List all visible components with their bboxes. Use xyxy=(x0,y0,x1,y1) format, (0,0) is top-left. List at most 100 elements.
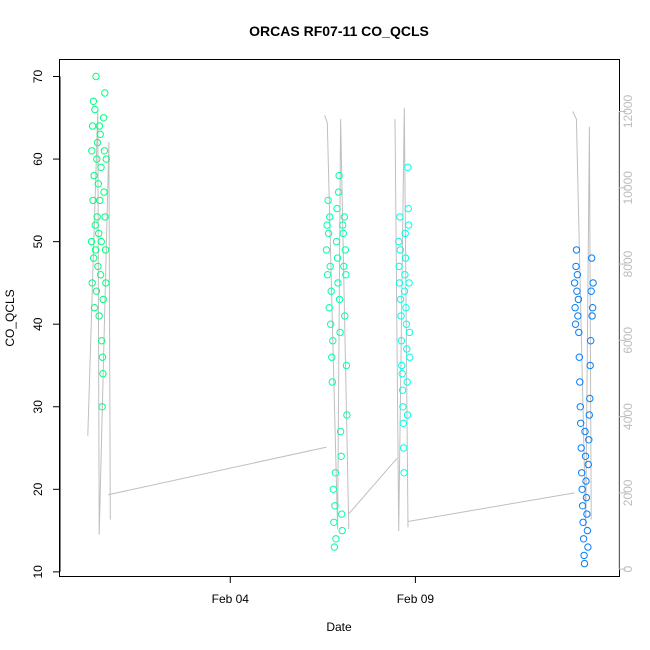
data-point xyxy=(336,328,344,337)
data-point xyxy=(587,287,595,295)
data-point xyxy=(341,246,349,254)
data-point xyxy=(579,535,588,543)
x-tick-label: Feb 04 xyxy=(212,592,250,606)
data-point xyxy=(96,130,104,139)
data-point xyxy=(576,403,584,411)
data-point xyxy=(332,535,340,543)
x-axis-label: Date xyxy=(326,620,352,634)
data-point xyxy=(88,122,97,130)
data-point xyxy=(582,493,591,502)
y2-tick-label: 12000 xyxy=(621,94,635,128)
data-point xyxy=(406,353,414,361)
data-point xyxy=(331,469,340,477)
data-point xyxy=(402,320,411,328)
data-point xyxy=(582,477,590,485)
data-point xyxy=(573,287,581,295)
y-tick-label: 40 xyxy=(31,317,45,331)
y2-tick-label: 4000 xyxy=(621,403,635,430)
secondary-y-axis: 0 2000 4000 6000 8000 10000 12000 xyxy=(618,94,635,572)
data-point xyxy=(584,543,592,551)
data-point xyxy=(572,246,581,254)
data-point xyxy=(586,361,594,370)
data-point xyxy=(96,271,105,279)
data-point xyxy=(584,460,592,469)
data-point xyxy=(339,229,347,238)
y-axis-label: CO_QCLS xyxy=(3,289,17,346)
data-point xyxy=(577,444,585,452)
data-point xyxy=(87,237,96,246)
data-point xyxy=(588,312,596,320)
data-point xyxy=(581,452,590,460)
y2-tick-label: 8000 xyxy=(621,250,635,277)
data-point xyxy=(325,304,333,312)
data-point xyxy=(96,196,104,205)
data-point xyxy=(342,361,351,370)
data-point xyxy=(338,510,346,518)
secondary-trace-connector xyxy=(108,446,327,496)
data-point xyxy=(95,229,103,238)
data-point xyxy=(98,403,106,411)
data-point xyxy=(323,271,332,279)
data-point xyxy=(330,543,339,551)
data-point xyxy=(575,353,583,361)
data-point xyxy=(398,386,407,394)
data-point xyxy=(403,411,412,419)
data-point xyxy=(329,485,337,493)
data-point xyxy=(587,337,595,345)
x-axis: Feb 04 Feb 09 xyxy=(212,576,435,606)
data-point xyxy=(90,254,98,262)
data-point xyxy=(335,295,344,304)
data-point xyxy=(340,262,348,271)
data-point xyxy=(404,163,412,172)
data-point xyxy=(327,320,335,328)
data-point xyxy=(332,237,341,246)
data-point xyxy=(88,279,96,287)
data-point xyxy=(580,551,588,560)
secondary-trace-segment xyxy=(87,111,111,535)
data-point xyxy=(102,279,110,287)
y2-tick-label: 0 xyxy=(621,565,635,572)
data-point xyxy=(326,213,334,221)
data-point xyxy=(102,155,111,163)
data-point xyxy=(405,221,413,229)
data-point xyxy=(401,254,410,262)
data-point xyxy=(585,411,593,419)
data-point xyxy=(97,163,105,172)
data-point xyxy=(583,510,591,518)
data-points-layer xyxy=(87,72,597,568)
x-tick-label: Feb 09 xyxy=(397,592,435,606)
data-point xyxy=(571,304,579,312)
data-point xyxy=(329,337,337,345)
data-point xyxy=(91,221,100,229)
y2-tick-label: 2000 xyxy=(621,479,635,506)
data-point xyxy=(395,237,403,246)
data-point xyxy=(404,204,412,213)
data-point xyxy=(328,378,336,386)
data-point xyxy=(397,337,406,345)
data-point xyxy=(575,328,583,337)
data-point xyxy=(571,320,580,328)
data-point xyxy=(396,213,404,221)
y-axis: 10 20 30 40 50 60 70 xyxy=(31,70,61,579)
data-point xyxy=(585,436,593,444)
y2-tick-label: 10000 xyxy=(621,171,635,205)
data-point xyxy=(93,213,101,221)
data-point xyxy=(576,378,584,386)
data-point xyxy=(101,89,109,97)
data-point xyxy=(395,262,403,271)
data-point xyxy=(574,295,583,304)
data-point xyxy=(397,312,405,320)
y-tick-label: 20 xyxy=(31,482,45,496)
data-point xyxy=(322,246,331,254)
data-point xyxy=(588,254,596,262)
data-point xyxy=(97,237,106,246)
data-point xyxy=(396,246,404,254)
data-point xyxy=(573,271,582,279)
y-tick-label: 60 xyxy=(31,152,45,166)
data-point xyxy=(342,271,350,279)
data-point xyxy=(92,72,100,81)
data-point xyxy=(336,427,345,436)
data-point xyxy=(578,485,586,493)
data-point xyxy=(99,295,107,304)
data-point xyxy=(95,312,103,320)
